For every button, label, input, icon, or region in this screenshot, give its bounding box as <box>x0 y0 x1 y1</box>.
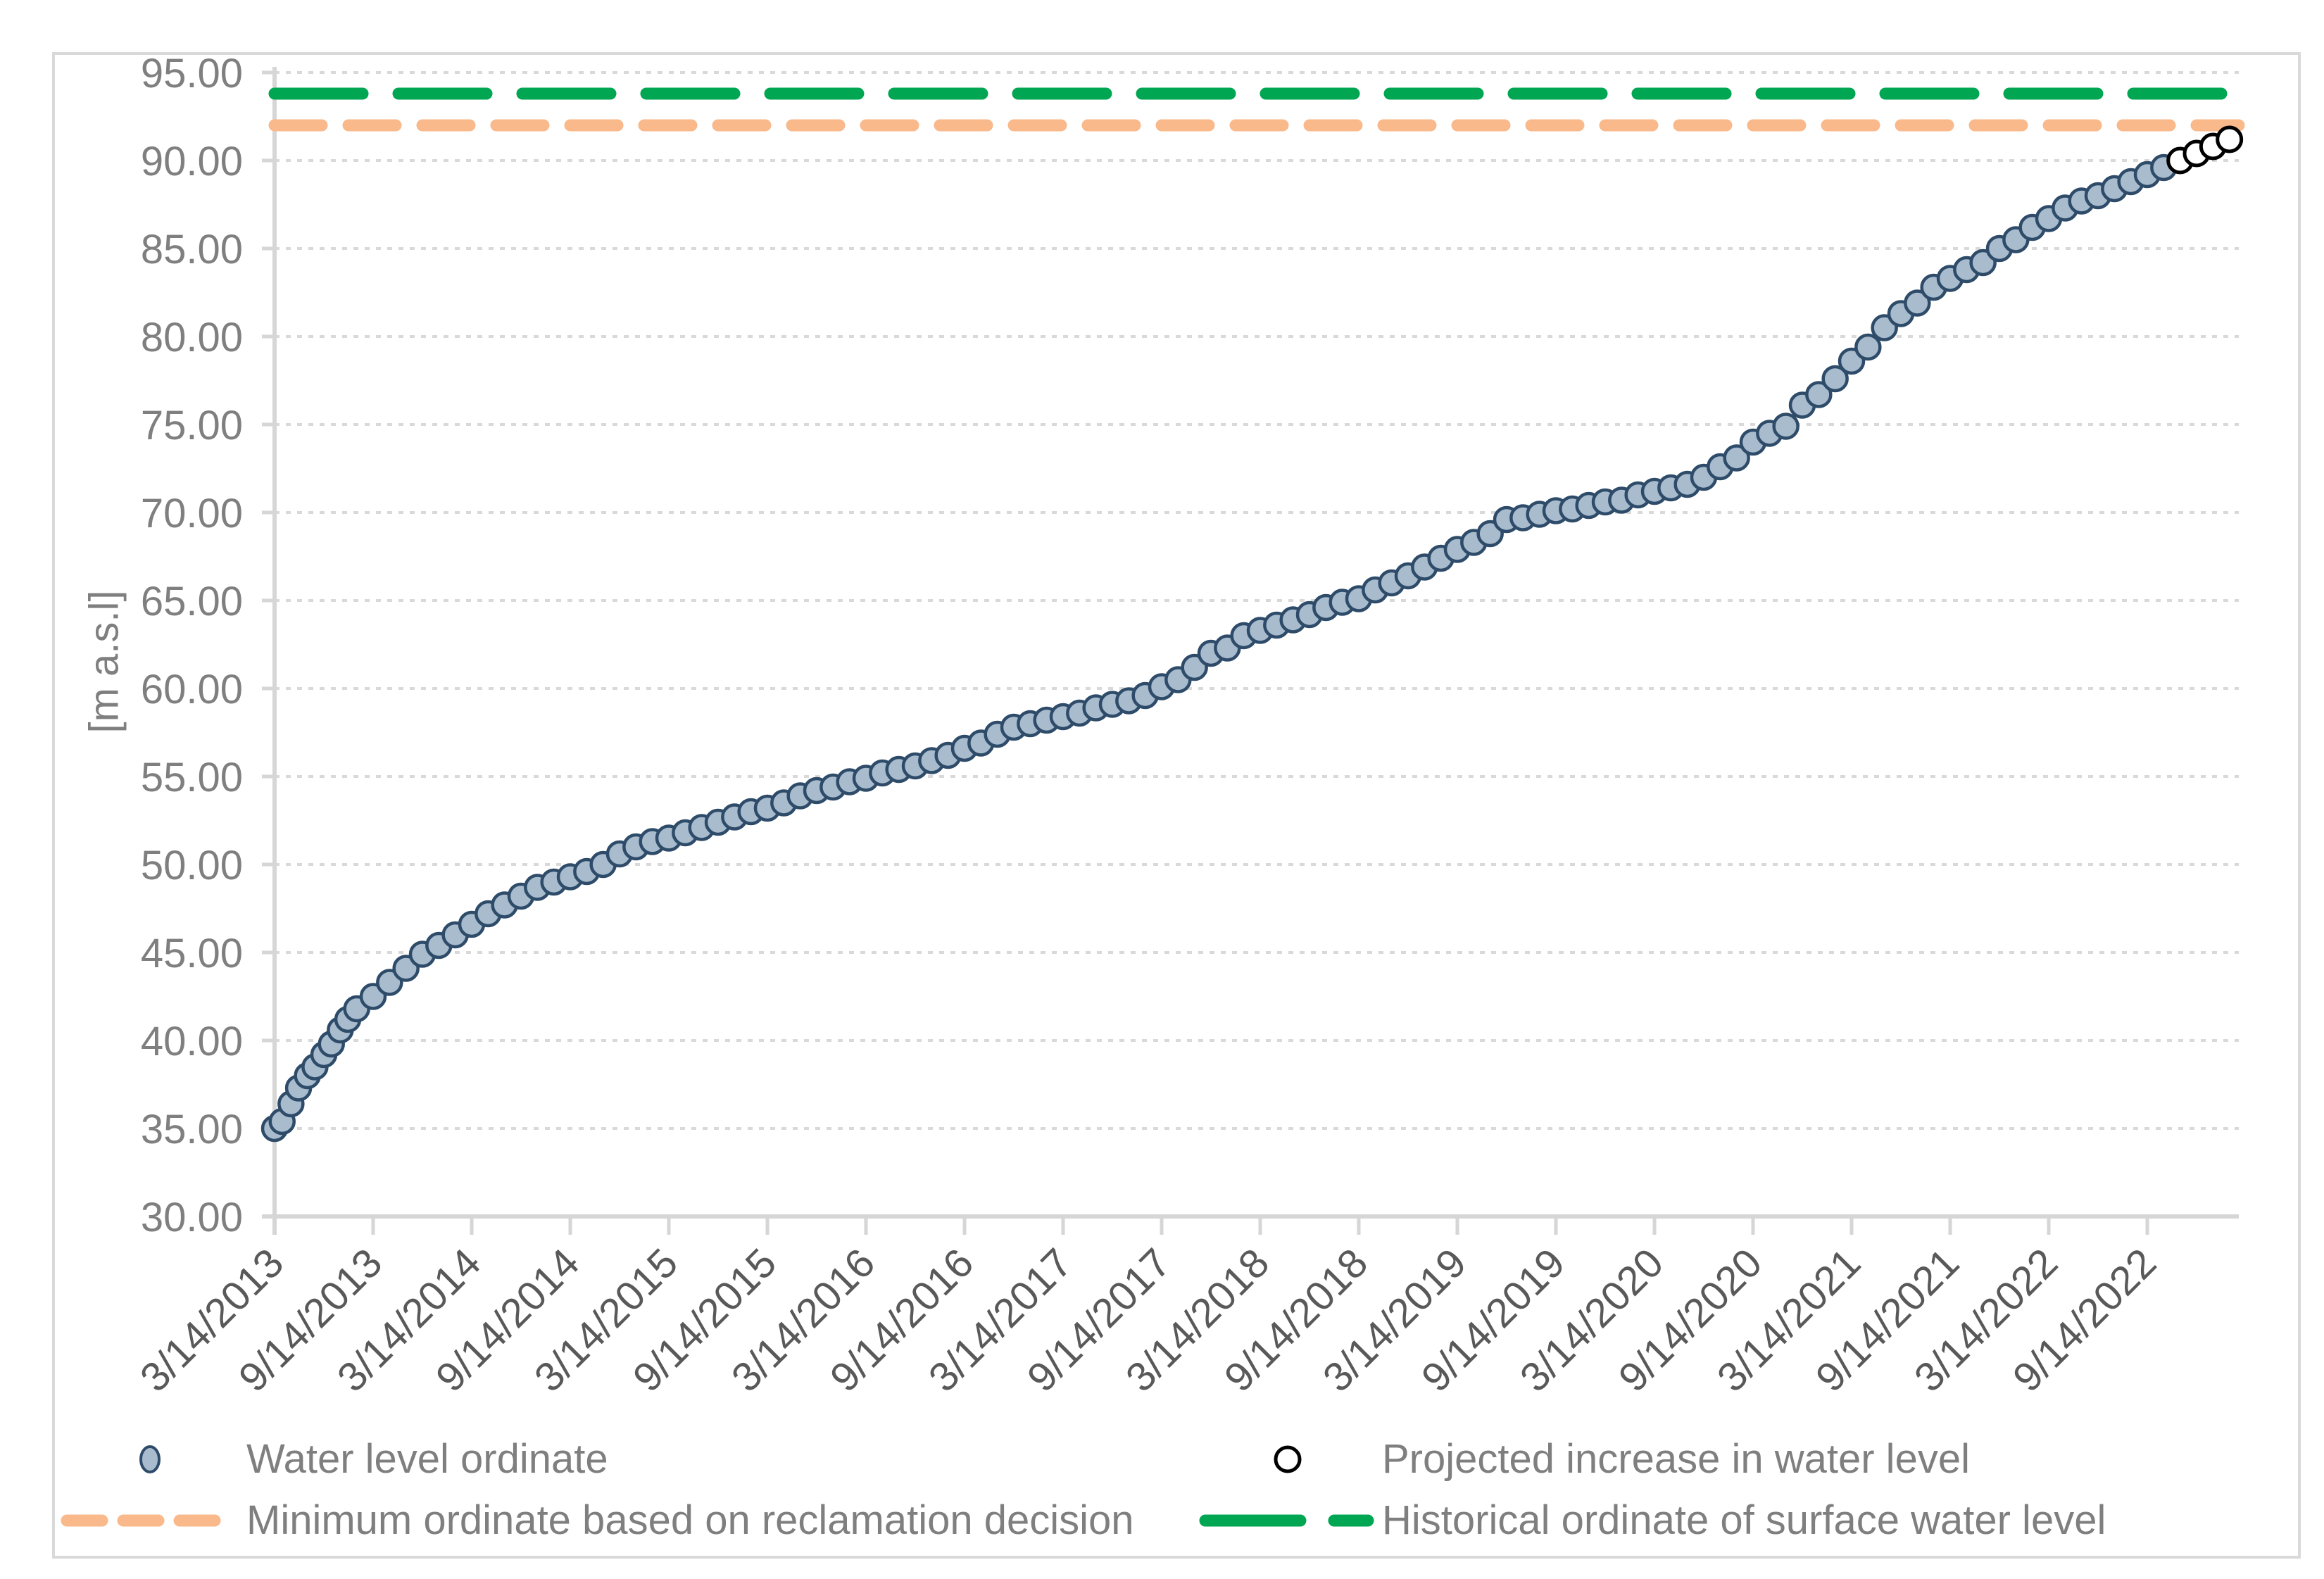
y-tick-label: 75.00 <box>141 403 243 448</box>
y-tick-label: 30.00 <box>141 1195 243 1240</box>
y-tick-label: 85.00 <box>141 227 243 272</box>
legend-label-minimum-ordinate: Minimum ordinate based on reclamation de… <box>246 1497 1134 1543</box>
legend-label-historical-ordinate: Historical ordinate of surface water lev… <box>1382 1497 2106 1543</box>
legend-water-level-marker-icon <box>139 1445 161 1473</box>
y-tick-label: 50.00 <box>141 843 243 888</box>
y-tick-label: 70.00 <box>141 491 243 536</box>
y-tick-label: 90.00 <box>141 139 243 184</box>
water-level-point <box>1904 289 1931 317</box>
y-tick-label: 35.00 <box>141 1107 243 1152</box>
y-tick-label: 95.00 <box>141 51 243 96</box>
figure-border <box>52 52 2301 1559</box>
projected-point <box>2216 125 2244 153</box>
water-level-point <box>1805 381 1833 408</box>
y-tick-label: 65.00 <box>141 579 243 624</box>
y-tick-label: 40.00 <box>141 1019 243 1064</box>
y-tick-label: 45.00 <box>141 931 243 976</box>
legend-label-projected-increase: Projected increase in water level <box>1382 1436 1970 1482</box>
y-tick-label: 80.00 <box>141 315 243 360</box>
y-tick-label: 55.00 <box>141 755 243 800</box>
y-tick-label: 60.00 <box>141 667 243 712</box>
water-level-point <box>1821 365 1849 393</box>
legend-projected-marker-icon <box>1274 1445 1302 1473</box>
legend-label-water-level: Water level ordinate <box>246 1436 608 1482</box>
water-level-point <box>1723 444 1750 472</box>
water-level-point <box>1772 413 1799 440</box>
water-level-point <box>1854 333 1882 361</box>
y-axis-title: [m a.s.l] <box>81 590 127 734</box>
